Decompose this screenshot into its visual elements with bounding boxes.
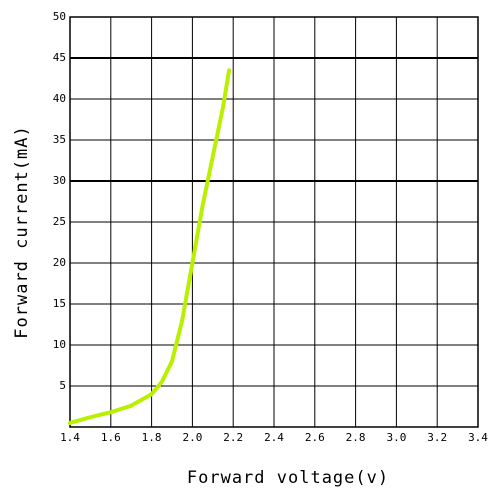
x-tick-label: 1.6: [101, 431, 121, 444]
plot-frame: [69, 16, 479, 428]
data-line: [68, 68, 232, 425]
y-tick-label: 25: [53, 215, 66, 228]
x-tick-label: 1.4: [60, 431, 80, 444]
y-tick-label: 15: [53, 297, 66, 310]
y-tick-label: 40: [53, 92, 66, 105]
y-tick-label: 50: [53, 10, 66, 23]
y-tick-label: 10: [53, 338, 66, 351]
x-tick-label: 2.2: [223, 431, 243, 444]
x-tick-label: 3.4: [468, 431, 488, 444]
x-tick-label: 3.2: [427, 431, 447, 444]
x-tick-label: 2.6: [305, 431, 325, 444]
y-tick-label: 20: [53, 256, 66, 269]
x-tick-label: 1.8: [142, 431, 162, 444]
y-tick-label: 35: [53, 133, 66, 146]
y-tick-label: 30: [53, 174, 66, 187]
y-tick-label: 5: [59, 379, 66, 392]
x-tick-label: 3.0: [386, 431, 406, 444]
y-axis-title: Forward current(mA): [12, 125, 32, 338]
x-axis-title: Forward voltage(v): [187, 468, 389, 488]
y-tick-label: 45: [53, 51, 66, 64]
x-tick-label: 2.4: [264, 431, 284, 444]
x-tick-label: 2.8: [346, 431, 366, 444]
x-tick-label: 2.0: [182, 431, 202, 444]
